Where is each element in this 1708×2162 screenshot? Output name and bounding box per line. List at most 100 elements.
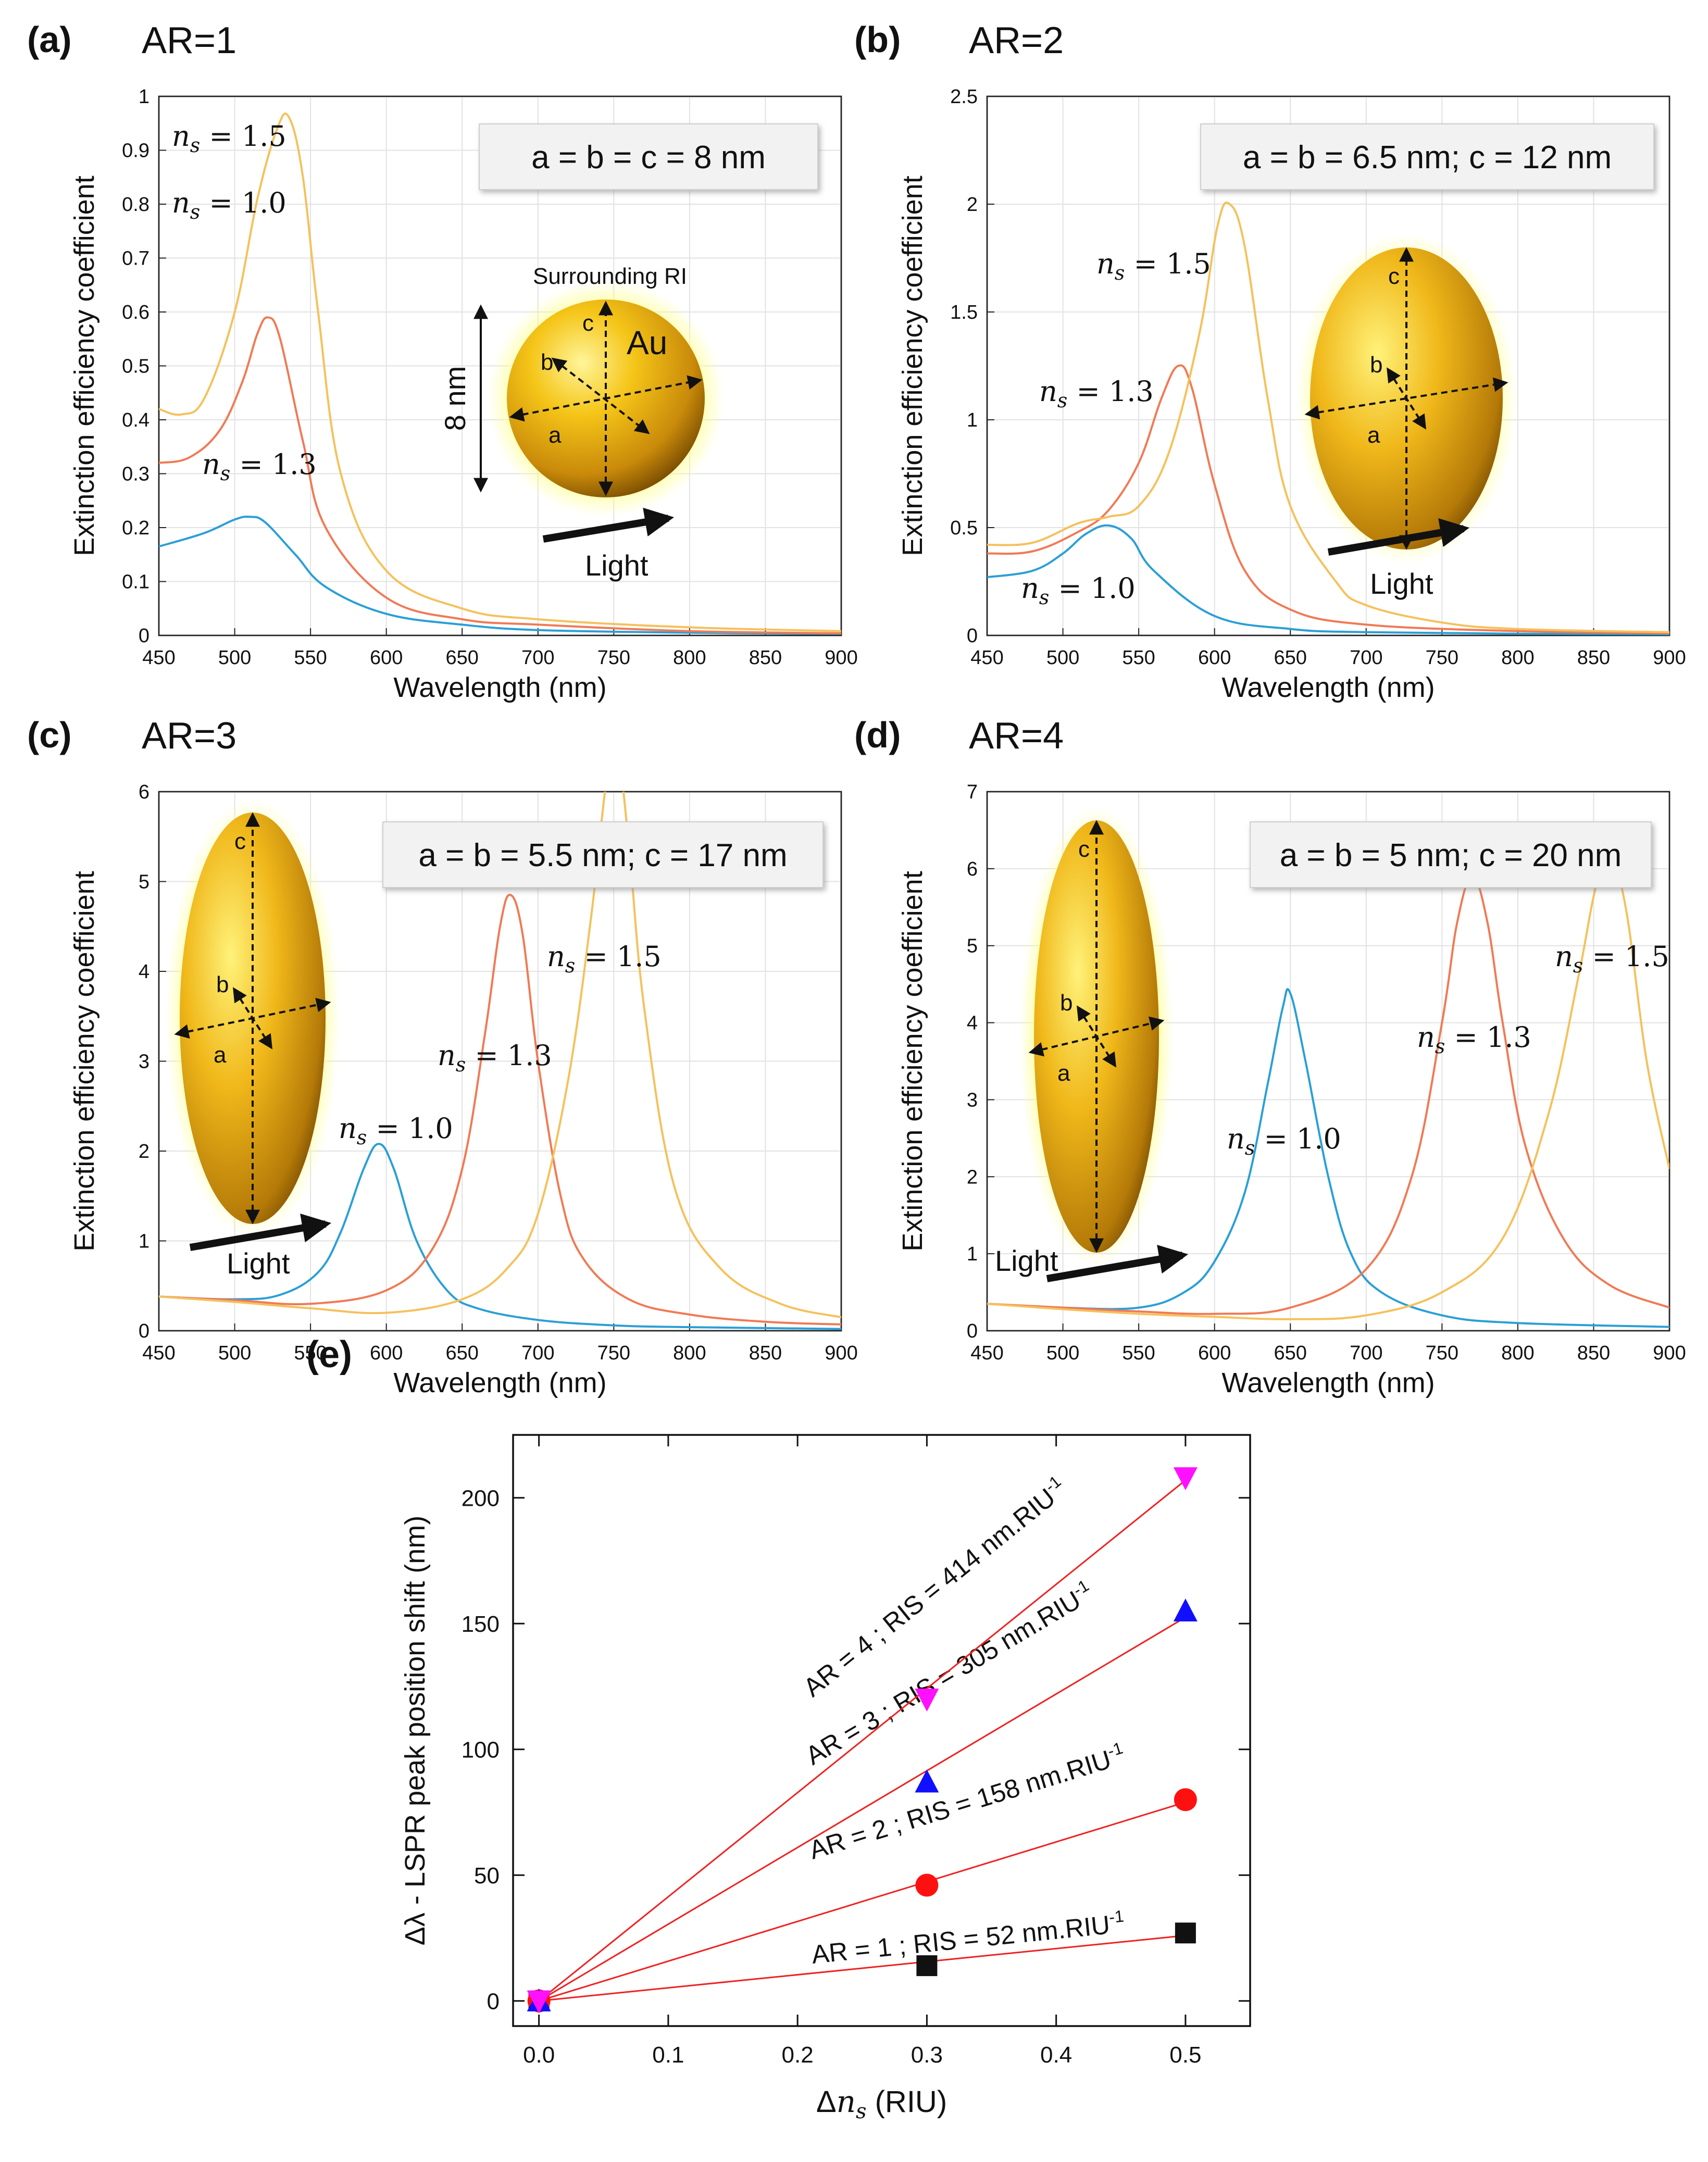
light-arrow bbox=[189, 1214, 332, 1251]
series-line-blue bbox=[159, 1143, 841, 1330]
y-tick-label: 5 bbox=[139, 871, 149, 893]
x-tick-label: 0.1 bbox=[652, 2042, 684, 2068]
x-axis-label: Δns (RIU) bbox=[816, 2084, 947, 2123]
data-point-square bbox=[1175, 1922, 1196, 1944]
axis-a-arrow bbox=[1304, 377, 1508, 420]
series-label: ns = 1.5 bbox=[1096, 247, 1211, 284]
axis-b-label: b bbox=[216, 972, 229, 997]
x-tick-label: 650 bbox=[1274, 647, 1307, 669]
x-tick-label: 800 bbox=[673, 647, 706, 669]
x-tick-label: 600 bbox=[370, 1342, 403, 1364]
x-tick-label: 450 bbox=[142, 1342, 175, 1364]
plot-border bbox=[158, 95, 842, 636]
x-tick-label: 750 bbox=[1426, 647, 1458, 669]
series-label: ns = 1.3 bbox=[1039, 375, 1154, 412]
axis-b-arrow bbox=[1076, 1005, 1117, 1068]
light-arrow bbox=[1046, 1245, 1189, 1282]
panel-letter: (d) bbox=[854, 715, 901, 755]
x-tick-label: 0.2 bbox=[782, 2042, 814, 2068]
light-label: Light bbox=[995, 1244, 1058, 1277]
x-tick-label: 650 bbox=[446, 647, 479, 669]
y-tick-label: 0.5 bbox=[950, 517, 978, 539]
data-point-triangle-down bbox=[1173, 1467, 1198, 1491]
y-tick-label: 2 bbox=[967, 194, 978, 216]
y-tick-label: 1 bbox=[139, 1231, 149, 1253]
dimension-box bbox=[1250, 821, 1652, 888]
series-label: ns = 1.3 bbox=[202, 448, 317, 485]
dimension-box bbox=[382, 821, 824, 888]
x-tick-label: 550 bbox=[294, 1342, 327, 1364]
y-axis-label: Extinction efficiency coefficient bbox=[69, 176, 100, 556]
x-tick-label: 500 bbox=[218, 647, 251, 669]
plot-border bbox=[986, 791, 1670, 1332]
x-tick-label: 750 bbox=[597, 647, 630, 669]
plot-border bbox=[158, 791, 842, 1332]
y-tick-label: 3 bbox=[139, 1051, 149, 1073]
x-tick-label: 450 bbox=[970, 1342, 1003, 1364]
y-tick-label: 100 bbox=[462, 1738, 500, 1763]
series-line-yellow bbox=[159, 792, 841, 1319]
y-tick-label: 4 bbox=[967, 1013, 978, 1034]
series-label: ns = 1.5 bbox=[172, 120, 286, 157]
x-tick-label: 0.3 bbox=[911, 2042, 943, 2068]
x-axis-label: Wavelength (nm) bbox=[393, 672, 606, 703]
panel-letter: (c) bbox=[27, 715, 72, 755]
series-label: ns = 1.0 bbox=[339, 1112, 453, 1149]
y-tick-label: 50 bbox=[474, 1863, 500, 1889]
y-tick-label: 0.7 bbox=[122, 248, 149, 270]
x-tick-label: 700 bbox=[521, 647, 554, 669]
series-line-red bbox=[987, 875, 1669, 1315]
series-label: ns = 1.5 bbox=[547, 940, 662, 977]
axis-b-arrow bbox=[232, 987, 273, 1049]
x-tick-label: 850 bbox=[749, 647, 782, 669]
x-tick-label: 750 bbox=[1426, 1342, 1458, 1364]
series-line-yellow bbox=[159, 113, 841, 632]
plot-frame bbox=[512, 1434, 1251, 2027]
y-tick-label: 7 bbox=[967, 781, 978, 803]
series-line-blue bbox=[159, 515, 841, 635]
y-tick-label: 2.5 bbox=[950, 86, 978, 108]
dimension-text: a = b = 6.5 nm; c = 12 nm bbox=[1243, 140, 1612, 176]
y-tick-label: 0 bbox=[967, 625, 978, 647]
y-tick-label: 2 bbox=[967, 1166, 978, 1188]
data-point-triangle-up bbox=[1173, 1598, 1198, 1622]
x-tick-label: 750 bbox=[597, 1342, 630, 1364]
y-tick-label: 0.8 bbox=[122, 194, 149, 216]
axis-c-label: c bbox=[234, 829, 246, 854]
series-label: ns = 1.0 bbox=[172, 186, 286, 223]
x-tick-label: 500 bbox=[1046, 1342, 1079, 1364]
x-tick-label: 500 bbox=[218, 1342, 251, 1364]
axis-b-label: b bbox=[1060, 990, 1073, 1016]
core-label: Au bbox=[627, 324, 667, 361]
data-point-triangle-down bbox=[915, 1689, 939, 1712]
series-line-red bbox=[987, 364, 1669, 634]
x-tick-label: 700 bbox=[1350, 647, 1382, 669]
x-axis-label: Wavelength (nm) bbox=[393, 1367, 606, 1398]
series-line-yellow bbox=[987, 858, 1669, 1320]
size-label: 8 nm bbox=[439, 366, 471, 431]
axis-a-label: a bbox=[548, 422, 562, 448]
dimension-text: a = b = 5.5 nm; c = 17 nm bbox=[418, 838, 787, 873]
series-label: ns = 1.0 bbox=[1227, 1122, 1341, 1159]
y-tick-label: 0.3 bbox=[122, 464, 149, 485]
data-point-triangle-up bbox=[915, 1769, 939, 1793]
x-tick-label: 450 bbox=[970, 647, 1003, 669]
x-tick-label: 550 bbox=[1122, 647, 1155, 669]
dimension-box bbox=[1200, 123, 1654, 190]
x-tick-label: 450 bbox=[142, 647, 175, 669]
x-tick-label: 0.5 bbox=[1169, 2042, 1201, 2068]
series-line-blue bbox=[987, 524, 1669, 635]
axis-c-label: c bbox=[582, 310, 594, 336]
axis-a-label: a bbox=[214, 1042, 227, 1068]
fit-line bbox=[539, 1801, 1186, 2002]
x-tick-label: 500 bbox=[1046, 647, 1079, 669]
x-tick-label: 800 bbox=[1501, 647, 1534, 669]
light-arrow bbox=[542, 507, 675, 543]
x-tick-label: 900 bbox=[1653, 647, 1686, 669]
dimension-text: a = b = c = 8 nm bbox=[531, 140, 766, 176]
y-tick-label: 1 bbox=[967, 409, 978, 431]
y-tick-label: 0 bbox=[139, 1320, 149, 1342]
y-tick-label: 0.1 bbox=[122, 571, 149, 593]
series-label: ns = 1.3 bbox=[438, 1039, 552, 1076]
